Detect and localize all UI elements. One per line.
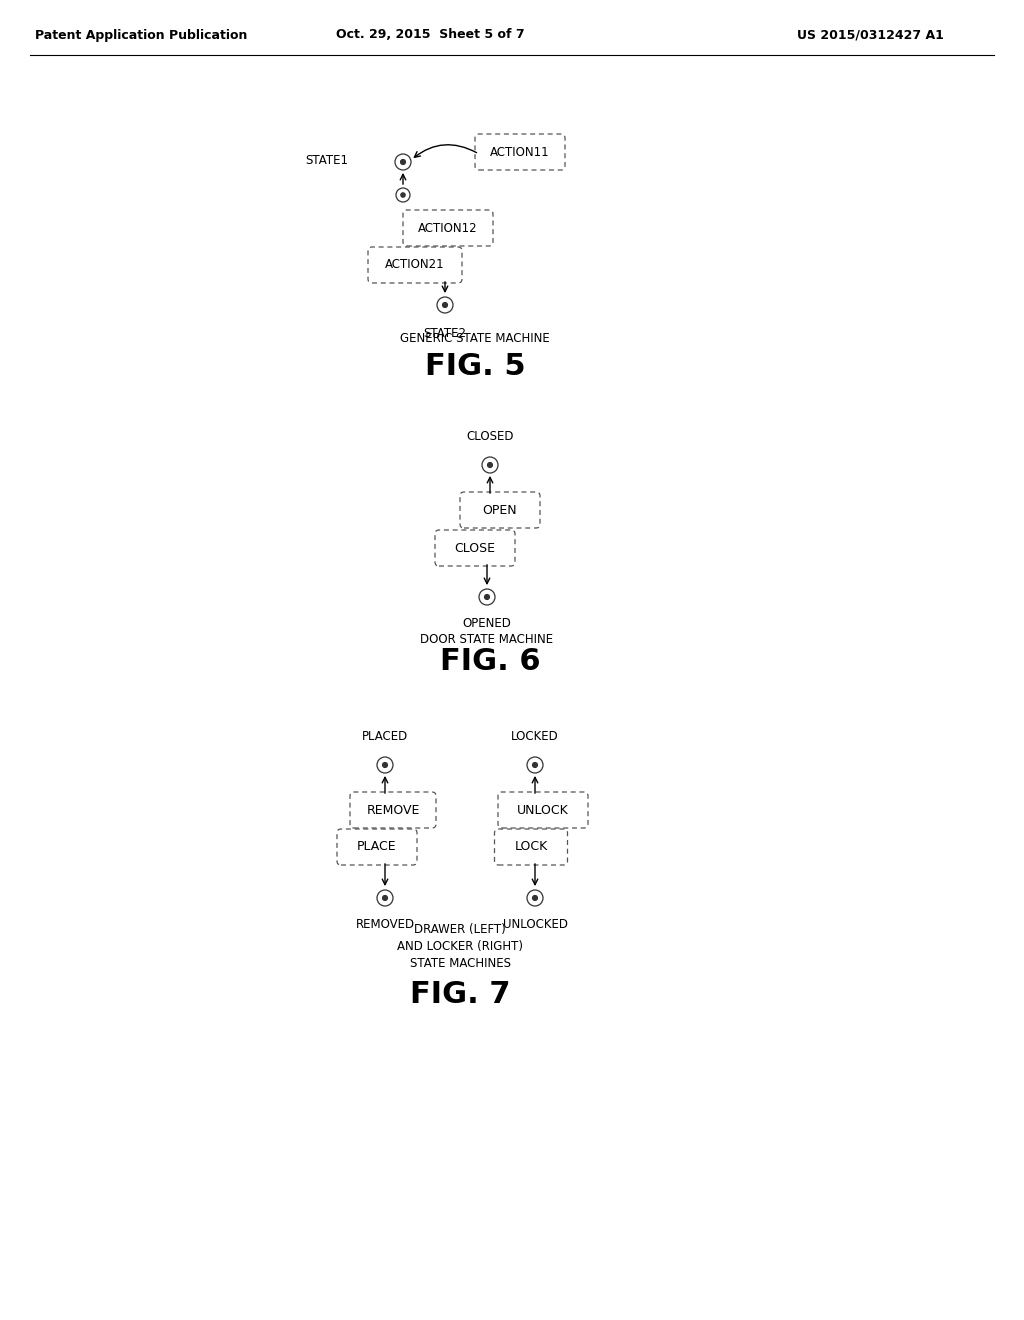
Circle shape — [383, 763, 387, 767]
Text: LOCKED: LOCKED — [511, 730, 559, 743]
Circle shape — [400, 160, 406, 165]
Text: CLOSED: CLOSED — [466, 430, 514, 444]
FancyBboxPatch shape — [337, 829, 417, 865]
Text: US 2015/0312427 A1: US 2015/0312427 A1 — [797, 29, 943, 41]
Text: PLACED: PLACED — [361, 730, 409, 743]
Text: FIG. 6: FIG. 6 — [439, 647, 541, 676]
Text: ACTION21: ACTION21 — [385, 259, 444, 272]
Circle shape — [401, 193, 406, 197]
Circle shape — [383, 895, 387, 900]
FancyBboxPatch shape — [495, 829, 567, 865]
Text: CLOSE: CLOSE — [455, 541, 496, 554]
Text: FIG. 5: FIG. 5 — [425, 352, 525, 381]
Text: LOCK: LOCK — [514, 841, 548, 854]
Text: PLACE: PLACE — [357, 841, 397, 854]
Circle shape — [442, 302, 447, 308]
Text: ACTION12: ACTION12 — [418, 222, 478, 235]
Text: GENERIC STATE MACHINE: GENERIC STATE MACHINE — [400, 333, 550, 345]
FancyBboxPatch shape — [435, 531, 515, 566]
Text: DOOR STATE MACHINE: DOOR STATE MACHINE — [421, 634, 554, 645]
Text: UNLOCK: UNLOCK — [517, 804, 569, 817]
FancyBboxPatch shape — [475, 135, 565, 170]
FancyBboxPatch shape — [460, 492, 540, 528]
FancyBboxPatch shape — [368, 247, 462, 282]
Circle shape — [532, 895, 538, 900]
Text: OPENED: OPENED — [463, 616, 511, 630]
Text: Patent Application Publication: Patent Application Publication — [35, 29, 248, 41]
Circle shape — [484, 594, 489, 599]
Circle shape — [487, 462, 493, 467]
Text: OPEN: OPEN — [482, 503, 517, 516]
Text: FIG. 7: FIG. 7 — [410, 979, 510, 1008]
Text: STATE2: STATE2 — [424, 327, 467, 341]
FancyBboxPatch shape — [350, 792, 436, 828]
Text: STATE1: STATE1 — [305, 153, 348, 166]
Text: DRAWER (LEFT): DRAWER (LEFT) — [414, 923, 506, 936]
Text: STATE MACHINES: STATE MACHINES — [410, 957, 511, 970]
FancyBboxPatch shape — [403, 210, 493, 246]
Text: REMOVED: REMOVED — [355, 917, 415, 931]
Circle shape — [532, 763, 538, 767]
Text: REMOVE: REMOVE — [367, 804, 420, 817]
Text: ACTION11: ACTION11 — [490, 145, 550, 158]
Text: Oct. 29, 2015  Sheet 5 of 7: Oct. 29, 2015 Sheet 5 of 7 — [336, 29, 524, 41]
FancyBboxPatch shape — [498, 792, 588, 828]
Text: AND LOCKER (RIGHT): AND LOCKER (RIGHT) — [397, 940, 523, 953]
Text: UNLOCKED: UNLOCKED — [503, 917, 567, 931]
